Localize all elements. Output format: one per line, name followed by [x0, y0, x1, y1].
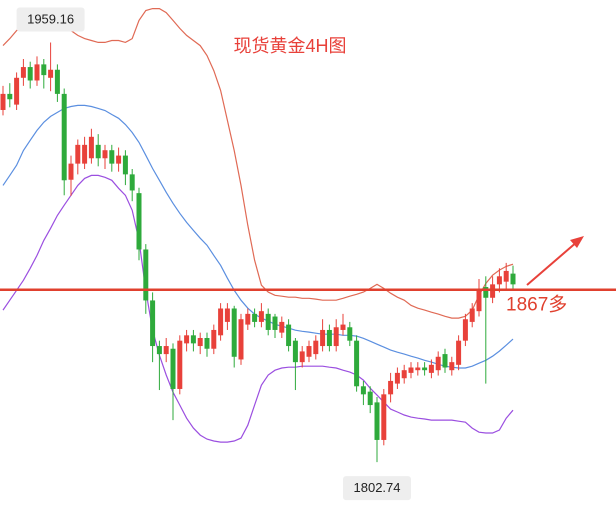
price-label: 1802.74	[354, 480, 401, 495]
bands	[2, 8, 514, 443]
candle-body	[95, 144, 101, 159]
labels: 1959.16 1802.74	[16, 7, 411, 501]
candle-body	[313, 340, 319, 355]
candle-body	[469, 308, 475, 322]
candle-body	[435, 356, 441, 371]
arrow-shaft	[526, 240, 579, 286]
candle-body	[218, 308, 224, 336]
candle-body	[150, 300, 156, 347]
candle-body	[41, 64, 47, 76]
candle-body	[510, 273, 516, 285]
candle-body	[320, 329, 326, 347]
candle-body	[143, 249, 149, 301]
band-line	[2, 8, 514, 319]
candle-body	[422, 367, 428, 371]
candle-body	[177, 340, 183, 389]
candle-body	[265, 313, 271, 330]
candle-body	[102, 150, 108, 159]
candle-body	[401, 370, 407, 379]
candle-body	[34, 64, 40, 81]
candle-body	[347, 327, 353, 341]
candle-body	[88, 136, 94, 159]
candle-body	[82, 144, 88, 164]
candle-body	[286, 324, 292, 347]
candle-body	[245, 313, 251, 325]
band-line	[2, 174, 514, 443]
candle-body	[184, 335, 190, 344]
candle-body	[415, 367, 421, 371]
candle-body	[170, 348, 176, 389]
candle-body	[0, 93, 6, 110]
candle-body	[122, 155, 128, 175]
candle-body	[48, 69, 54, 78]
candle-body	[54, 69, 60, 94]
candle-body	[116, 155, 122, 164]
candle-body	[476, 289, 482, 312]
candle-body	[204, 338, 210, 349]
candle-body	[136, 193, 142, 250]
arrow	[526, 236, 584, 286]
candle-body	[381, 394, 387, 440]
candle-body	[374, 402, 380, 440]
candle-body	[428, 364, 434, 373]
candle-body	[326, 329, 332, 347]
candle-body	[7, 93, 13, 100]
candle-body	[306, 346, 312, 357]
candle-body	[360, 386, 366, 395]
level-label: 1867多	[506, 294, 567, 316]
candle-body	[333, 327, 339, 347]
candle-body	[292, 340, 298, 363]
candle-body	[197, 338, 203, 347]
price-label: 1959.16	[27, 11, 74, 26]
candle-body	[190, 335, 196, 344]
candle-body	[354, 340, 360, 387]
candle-body	[27, 67, 33, 81]
candle-body	[224, 308, 230, 322]
candle-body	[68, 163, 74, 180]
candle-body	[75, 144, 81, 164]
candle-body	[503, 270, 509, 282]
candle-body	[456, 340, 462, 365]
candle-body	[61, 93, 67, 181]
candle-body	[231, 308, 237, 357]
candle-body	[156, 346, 162, 355]
candle-body	[258, 311, 264, 322]
candle-body	[109, 150, 115, 164]
level: 1867多	[0, 288, 616, 316]
candle-body	[388, 380, 394, 395]
arrow-head	[570, 236, 584, 248]
candle-body	[272, 316, 278, 330]
candle-body	[20, 67, 26, 78]
candle-body	[279, 321, 285, 333]
band-line	[2, 104, 514, 369]
price-label-box	[16, 7, 85, 32]
candle-body	[238, 319, 244, 360]
candle-body	[299, 351, 305, 363]
candle-body	[252, 313, 258, 322]
candle-body	[483, 287, 489, 298]
candle-body	[490, 284, 496, 298]
candle-body	[449, 362, 455, 371]
candle-body	[462, 319, 468, 341]
price-label-box	[343, 476, 411, 501]
candle-body	[163, 346, 169, 355]
chart-title: 现货黄金4H图	[233, 36, 346, 56]
candle-body	[367, 391, 373, 406]
candle-body	[129, 174, 135, 191]
candle-body	[496, 276, 502, 285]
candle-body	[408, 367, 414, 373]
candle-body	[394, 372, 400, 384]
candle-body	[211, 329, 217, 349]
candle-body	[14, 77, 20, 105]
candle-body	[442, 354, 448, 368]
candle-body	[340, 324, 346, 330]
candles	[0, 42, 516, 463]
